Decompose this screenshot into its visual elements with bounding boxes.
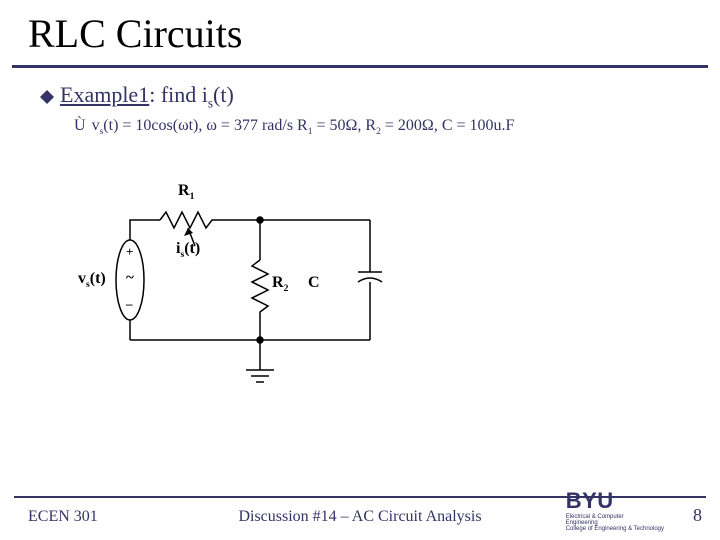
example-tail: (t) [213,82,234,107]
r2-label: R2 [272,274,288,294]
byu-logo: BYU Electrical & Computer Engineering Co… [566,488,664,532]
source-tilde: ~ [126,270,134,287]
r2-sub: 2 [284,283,289,294]
given-part1: (t) = 10cos(ωt), ω = 377 rad/s R [103,117,307,134]
wingding-bullet-icon: Ù [74,117,86,135]
circuit-diagram: R1 is(t) vs(t) R2 C + ~ – [80,180,420,440]
r1-label: R1 [178,182,194,202]
r2-text: R [272,274,284,291]
byu-logo-text: BYU [566,488,664,514]
r1-sub: 1 [190,191,195,202]
example-rest: : find i [149,82,208,107]
given-v: v [92,117,100,134]
byu-logo-sub3: College of Engineering & Technology [566,526,664,532]
vs-text: v [78,270,86,287]
vs-label: vs(t) [78,270,106,290]
diamond-bullet-icon [40,84,54,110]
page-title: RLC Circuits [28,10,692,57]
example-label: Example1 [60,82,149,107]
is-tail: (t) [184,240,200,257]
c-text: C [308,274,320,291]
r1-text: R [178,182,190,199]
source-plus: + [126,244,133,260]
source-minus: – [126,296,133,312]
example-bullet: Example1: find is(t) [40,82,692,111]
page-number: 8 [693,505,702,526]
given-bullet: Ùvs(t) = 10cos(ωt), ω = 377 rad/s R1 = 5… [74,117,692,137]
content-area: Example1: find is(t) Ùvs(t) = 10cos(ωt),… [0,68,720,138]
title-area: RLC Circuits [0,0,720,63]
c-label: C [308,274,320,292]
given-part3: = 200Ω, C = 100u.F [381,117,515,134]
is-label: is(t) [176,240,200,260]
vs-tail: (t) [90,270,106,287]
given-part2: = 50Ω, R [313,117,377,134]
